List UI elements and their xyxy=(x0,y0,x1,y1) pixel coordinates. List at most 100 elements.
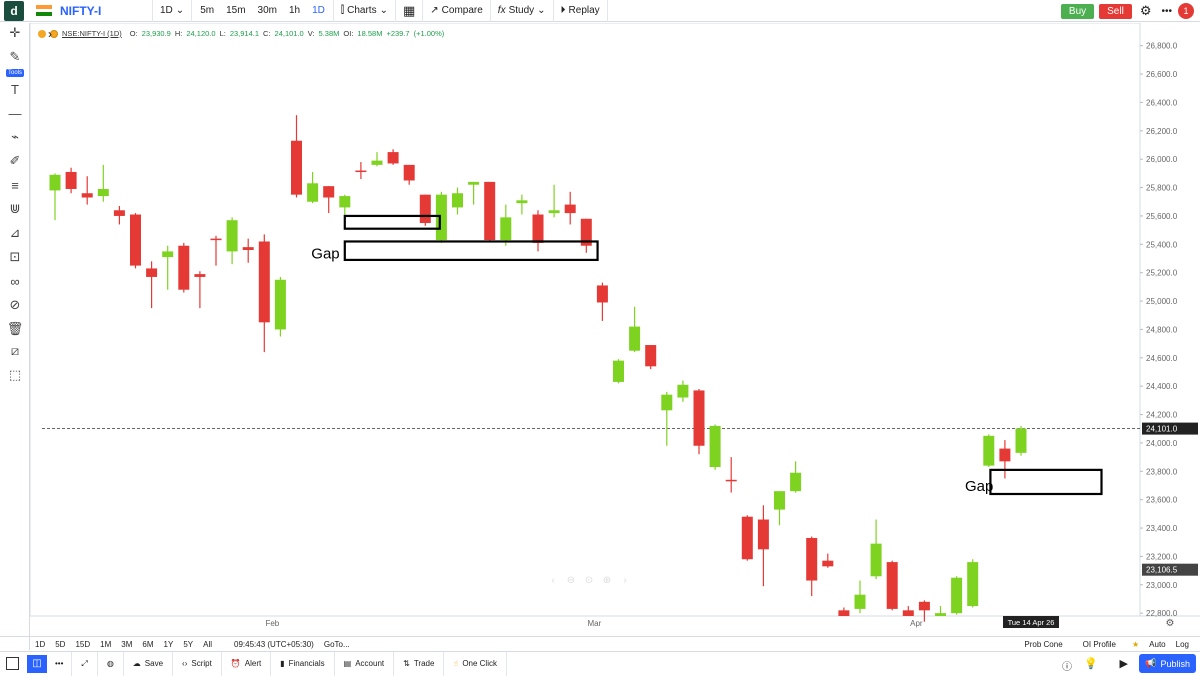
magnet-icon[interactable]: ⋓ xyxy=(9,201,21,216)
compare-button[interactable]: ↗ Compare xyxy=(422,0,490,22)
candle-body xyxy=(97,188,109,197)
chart-pane[interactable]: 26,800.0 26,600.0 26,400.0 26,200.0 26,000.0… xyxy=(29,22,1200,635)
candle-body xyxy=(629,326,641,351)
financials-button[interactable]: ▮ Financials xyxy=(270,651,333,676)
interval-dropdown[interactable]: 1D ⌄ xyxy=(152,0,191,22)
log-scale-button[interactable]: Log xyxy=(1175,639,1189,649)
trade-arrows-icon: ⇅ xyxy=(403,659,410,668)
candle xyxy=(822,553,834,568)
trade-button[interactable]: ⇅ Trade xyxy=(393,651,443,676)
fib-lines-icon[interactable]: ≡ xyxy=(11,177,19,193)
zoom-area-icon[interactable]: ⬚ xyxy=(8,367,22,382)
zoom-control-icon[interactable]: › xyxy=(623,575,626,586)
goto-button[interactable]: GoTo... xyxy=(323,639,350,649)
notification-badge[interactable]: 1 xyxy=(1178,3,1194,19)
financials-label: Financials xyxy=(288,659,325,668)
horizontal-line-icon[interactable]: — xyxy=(8,105,22,121)
range-15d[interactable]: 15D xyxy=(75,639,91,649)
candle xyxy=(162,245,174,290)
candle xyxy=(741,515,753,561)
interval-5m[interactable]: 5m xyxy=(200,5,215,16)
interval-30m[interactable]: 30m xyxy=(257,5,277,16)
highlighter-icon[interactable]: ✐ xyxy=(9,153,21,168)
range-5y[interactable]: 5Y xyxy=(183,639,194,649)
split-layout-icon[interactable]: ◫ xyxy=(27,654,47,673)
drawing-tools-sidebar: ✛ ✎ Tools T — ⌁ ✐ ≡ ⋓ ⊿ ⊡ ∞ ⊘ 🗑 ⧄ ⬚ xyxy=(0,23,30,650)
legend-close: 24,101.0 xyxy=(274,29,304,38)
crosshair-icon[interactable]: ✛ xyxy=(9,25,21,40)
collapse-legend-chevron-icon[interactable]: › xyxy=(48,27,52,41)
fullscreen-icon[interactable]: ⤢ xyxy=(71,651,96,676)
help-icon[interactable]: ⓘ xyxy=(1062,662,1072,673)
trash-icon[interactable]: 🗑 xyxy=(6,321,24,336)
brush-icon[interactable]: ⌁ xyxy=(11,129,19,144)
charts-label: Charts xyxy=(347,5,377,16)
app-logo[interactable]: d xyxy=(4,0,24,21)
candle xyxy=(419,194,431,226)
layout-button[interactable]: ▦ xyxy=(394,0,422,22)
replay-button[interactable]: ⏵ Replay xyxy=(552,0,608,22)
range-1d[interactable]: 1D xyxy=(35,639,46,649)
legend-low-label: L: xyxy=(219,29,226,38)
theme-icon[interactable]: ◍ xyxy=(96,651,123,676)
auto-scale-button[interactable]: Auto xyxy=(1149,639,1166,649)
account-button[interactable]: ▤ Account xyxy=(333,651,393,676)
study-dropdown[interactable]: fx Study ⌄ xyxy=(489,0,553,22)
candle-body xyxy=(854,594,866,609)
interval-15m[interactable]: 15m xyxy=(226,5,246,16)
script-button[interactable]: ‹› Script xyxy=(172,651,221,676)
range-1m[interactable]: 1M xyxy=(100,639,112,649)
candle xyxy=(806,536,818,597)
charts-dropdown[interactable]: ⫿ Charts ⌄ xyxy=(332,0,395,22)
single-layout-icon[interactable] xyxy=(6,657,19,670)
buy-button[interactable]: Buy xyxy=(1060,3,1095,19)
range-3m[interactable]: 3M xyxy=(121,639,133,649)
range-5d[interactable]: 5D xyxy=(55,639,66,649)
zoom-control-icon[interactable]: ⊖ xyxy=(567,575,575,586)
axis-settings-gear-icon[interactable]: ⚙ xyxy=(1166,618,1175,629)
candle xyxy=(1015,425,1027,456)
more-layouts-menu[interactable]: ••• xyxy=(55,659,64,668)
publish-button[interactable]: 📢 Publish xyxy=(1139,654,1196,673)
pencil-icon[interactable]: ✎ xyxy=(9,49,21,64)
range-6m[interactable]: 6M xyxy=(142,639,154,649)
ruler-icon[interactable]: ⧄ xyxy=(10,343,20,358)
interval-1d[interactable]: 1D xyxy=(312,5,325,16)
one-click-button[interactable]: ☝ One Click xyxy=(443,651,507,676)
legend-oi: 18.58M xyxy=(357,29,383,38)
range-all[interactable]: All xyxy=(203,639,213,649)
candle xyxy=(693,389,705,455)
lock-pencil-icon[interactable]: ⊿ xyxy=(9,225,21,240)
alert-button[interactable]: ⏰ Alert xyxy=(220,651,270,676)
candle-body xyxy=(548,210,560,214)
legend-symbol[interactable]: NSE:NIFTY-I (1D) xyxy=(62,29,122,38)
zoom-control-icon[interactable]: ⊕ xyxy=(603,575,611,586)
save-button[interactable]: ☁ Save xyxy=(122,651,172,676)
y-tick-label: 26,200.0 xyxy=(1146,127,1178,136)
prob-cone-button[interactable]: Prob Cone xyxy=(1024,639,1063,649)
settings-gear-icon[interactable]: ⚙ xyxy=(1139,3,1152,18)
zoom-control-icon[interactable]: ⊙ xyxy=(585,575,593,586)
video-icon[interactable]: ▶ xyxy=(1119,658,1128,670)
zoom-control-icon[interactable]: ‹ xyxy=(551,575,554,586)
lightbulb-icon[interactable]: 💡 xyxy=(1084,658,1098,670)
candle-body xyxy=(983,435,995,466)
candle-body xyxy=(403,164,415,181)
more-menu[interactable]: ••• xyxy=(1161,5,1172,17)
y-tick-label: 23,000.0 xyxy=(1146,581,1178,590)
symbol-search[interactable]: NIFTY-I xyxy=(60,3,102,18)
interval-1h[interactable]: 1h xyxy=(289,5,301,16)
range-1y[interactable]: 1Y xyxy=(163,639,174,649)
star-icon[interactable]: ★ xyxy=(1132,639,1140,649)
oi-profile-button[interactable]: OI Profile xyxy=(1082,639,1116,649)
cursor-date-label: Tue 14 Apr 26 xyxy=(1008,618,1055,627)
candle xyxy=(532,210,544,252)
sell-button[interactable]: Sell xyxy=(1099,3,1132,19)
x-tick-label: Apr xyxy=(910,619,923,628)
text-tool-icon[interactable]: T xyxy=(11,81,19,97)
link-icon[interactable]: ∞ xyxy=(10,273,20,289)
eye-hide-icon[interactable]: ⊘ xyxy=(9,297,21,312)
lock-icon[interactable]: ⊡ xyxy=(9,249,21,264)
candlestick-chart[interactable]: 26,800.0 26,600.0 26,400.0 26,200.0 26,000.0… xyxy=(29,22,1200,635)
candle xyxy=(677,380,689,402)
